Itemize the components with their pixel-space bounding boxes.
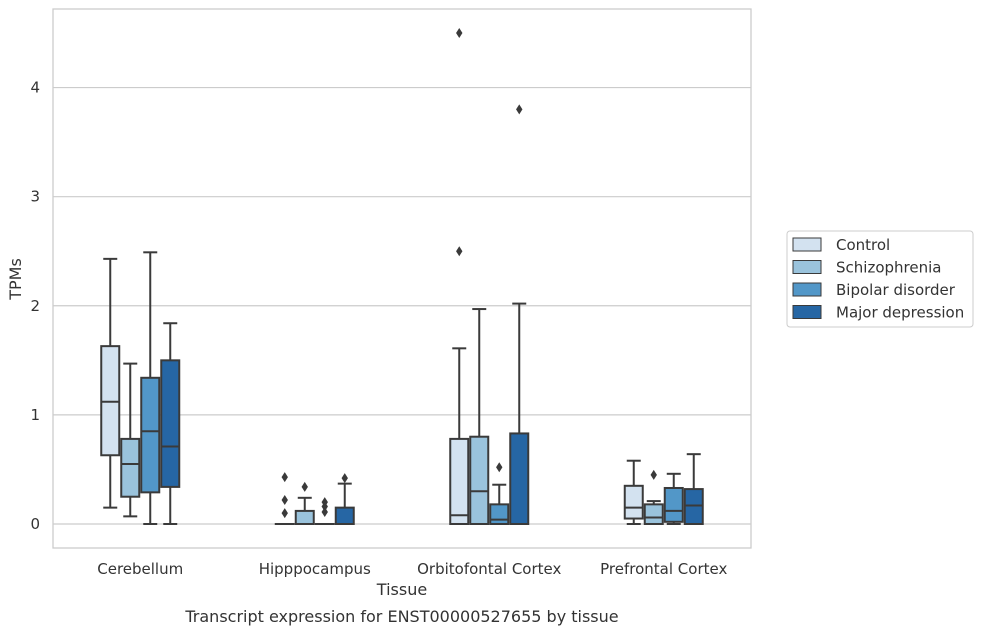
- y-tick-label: 3: [30, 188, 40, 206]
- outlier-point: [341, 473, 348, 484]
- box: [100, 345, 121, 457]
- y-tick-label: 0: [30, 515, 40, 533]
- box: [469, 435, 490, 525]
- legend: Control Schizophrenia Bipolar disorder Majo…: [786, 230, 974, 328]
- x-tick-label: Orbitofontal Cortex: [417, 560, 561, 578]
- legend-frame: [786, 230, 974, 328]
- box-plot: [623, 459, 644, 525]
- box-plot: [334, 473, 355, 525]
- box: [160, 359, 181, 488]
- box: [449, 437, 470, 525]
- outlier-point: [321, 497, 328, 508]
- outlier-point: [496, 462, 503, 473]
- y-tick-label: 4: [30, 79, 40, 97]
- box-plot: [509, 104, 530, 525]
- x-tick-label: Prefrontal Cortex: [600, 560, 727, 578]
- outlier-point: [321, 506, 328, 517]
- box-plot: [294, 481, 315, 525]
- box: [140, 376, 161, 494]
- box-plot: [489, 462, 510, 525]
- box: [294, 509, 315, 525]
- legend-swatch: [792, 237, 822, 252]
- box-plot: [683, 453, 704, 525]
- box-plot: [120, 362, 141, 518]
- box-plot: [643, 469, 664, 525]
- box-plot: [274, 472, 295, 526]
- box: [509, 432, 530, 525]
- x-axis-title: Tissue: [376, 580, 427, 599]
- legend-swatch: [792, 305, 822, 319]
- box: [623, 484, 644, 520]
- box-layer: [100, 28, 704, 526]
- y-tick-label: 2: [30, 297, 40, 315]
- box-plot: [160, 322, 181, 525]
- legend-swatch: [792, 282, 822, 297]
- y-tick-label: 1: [30, 406, 40, 424]
- x-tick-label: Cerebellum: [97, 560, 183, 578]
- box-plot: [449, 28, 470, 525]
- legend-label: Major depression: [836, 304, 964, 322]
- outlier-point: [456, 28, 463, 39]
- box-plot: [314, 497, 335, 526]
- box: [643, 503, 664, 525]
- box-plot: [469, 308, 490, 525]
- box: [489, 503, 510, 525]
- y-axis-title: TPMs: [6, 258, 25, 301]
- outlier-point: [281, 472, 288, 483]
- box-plot: [663, 472, 684, 525]
- outlier-point: [650, 469, 657, 480]
- outlier-point: [281, 508, 288, 519]
- outlier-point: [456, 246, 463, 257]
- legend-swatch: [792, 260, 822, 274]
- outlier-point: [281, 494, 288, 505]
- box-plot: [100, 257, 121, 509]
- box: [683, 488, 704, 525]
- x-tick-label: Hipppocampus: [259, 560, 371, 578]
- legend-label: Bipolar disorder: [836, 281, 956, 299]
- legend-label: Schizophrenia: [836, 259, 941, 277]
- chart-caption: Transcript expression for ENST0000052765…: [184, 607, 618, 626]
- box: [334, 506, 355, 525]
- legend-label: Control: [836, 236, 890, 254]
- outlier-point: [516, 104, 523, 115]
- tick-layer: 0 1 2 3 4 Cerebellum Hipppocampus Orbitofontal …: [30, 79, 727, 578]
- plot-frame: [52, 8, 752, 549]
- outlier-point: [301, 481, 308, 492]
- box: [120, 437, 141, 498]
- box-plot: [140, 251, 161, 525]
- box: [663, 486, 684, 523]
